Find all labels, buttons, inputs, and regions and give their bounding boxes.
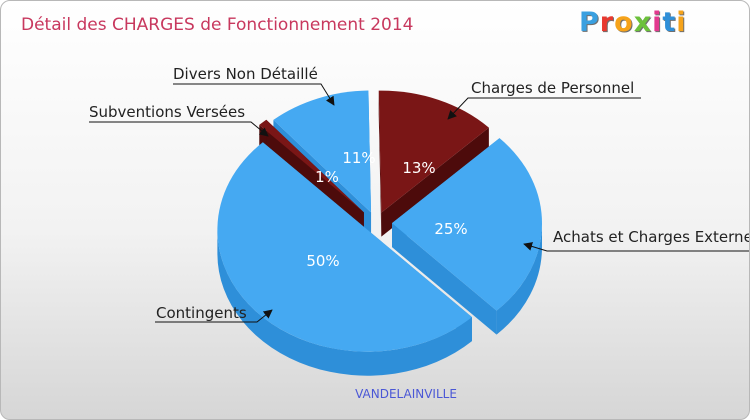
slice-percentage-label: 50% bbox=[306, 252, 339, 270]
slice-side-wall bbox=[391, 223, 497, 335]
slice-category-label: Divers Non Détaillé bbox=[173, 65, 318, 83]
slice-percentage-label: 13% bbox=[402, 159, 435, 177]
logo-letter: r bbox=[599, 7, 615, 38]
slice-category-label: Contingents bbox=[156, 304, 247, 322]
leader-line bbox=[173, 83, 335, 106]
slice-percentage-label: 25% bbox=[434, 220, 467, 238]
leader-line bbox=[523, 242, 749, 252]
pie-slices-group bbox=[217, 90, 542, 376]
brand-logo: Proxiti bbox=[579, 7, 687, 38]
slice-percentage-label: 1% bbox=[315, 168, 339, 186]
leader-lines-group bbox=[89, 83, 749, 323]
commune-name: VANDELAINVILLE bbox=[355, 387, 457, 401]
logo-letter: P bbox=[579, 7, 600, 38]
slice-top-face bbox=[273, 90, 372, 213]
pie-slice bbox=[378, 90, 489, 237]
slice-top-face bbox=[391, 138, 542, 311]
slice-side-wall bbox=[381, 127, 489, 237]
logo-letter: i bbox=[676, 7, 687, 38]
slice-top-face bbox=[259, 119, 364, 213]
logo-letter: i bbox=[652, 7, 663, 38]
logo-letter: x bbox=[633, 7, 653, 38]
slice-percentage-label: 11% bbox=[342, 149, 375, 167]
percentage-labels-group: 13% 25% 50% 1%11% bbox=[306, 149, 467, 270]
slice-category-label: Subventions Versées bbox=[89, 103, 245, 121]
category-labels-group: Charges de Personnel Achats et Charges Ex… bbox=[89, 65, 749, 322]
slice-outer-wall bbox=[217, 229, 472, 376]
pie-slice bbox=[391, 138, 542, 335]
leader-line bbox=[89, 121, 269, 137]
pie-slice bbox=[217, 142, 472, 376]
slice-top-face bbox=[378, 90, 489, 213]
leader-line bbox=[155, 309, 273, 323]
slice-category-label: Charges de Personnel bbox=[471, 79, 634, 97]
slice-outer-wall bbox=[496, 223, 542, 335]
slice-top-face bbox=[217, 142, 472, 352]
logo-letter: o bbox=[614, 7, 634, 38]
logo-letter: t bbox=[662, 7, 677, 38]
slice-side-wall bbox=[378, 90, 382, 237]
leader-line bbox=[447, 97, 641, 120]
chart-title: Détail des CHARGES de Fonctionnement 201… bbox=[21, 15, 414, 35]
slice-category-label: Achats et Charges Externes bbox=[553, 228, 749, 246]
